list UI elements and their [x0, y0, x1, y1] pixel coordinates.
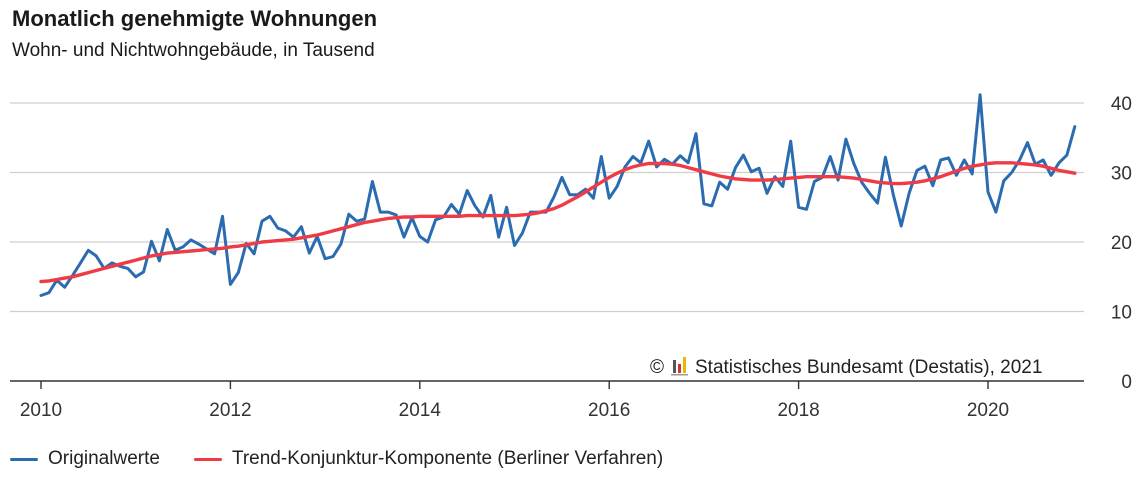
- y-tick-label: 0: [1121, 372, 1132, 393]
- source-copyright-text: ©: [650, 357, 664, 378]
- x-axis-ticks: 2010 2012 2014 2016 2018 2020: [20, 381, 1009, 421]
- y-tick-label: 40: [1111, 94, 1132, 115]
- source-note: © Statistisches Bundesamt (Destatis), 20…: [650, 357, 1042, 378]
- series-lines: [39, 93, 1077, 297]
- legend-swatch-trend: [193, 457, 222, 461]
- source-text: Statistisches Bundesamt (Destatis), 2021: [695, 357, 1042, 378]
- y-tick-label: 30: [1111, 164, 1132, 185]
- x-tick-label: 2018: [777, 400, 819, 421]
- x-tick-label: 2014: [399, 400, 442, 421]
- x-tick-label: 2010: [20, 400, 62, 421]
- destatis-logo-icon: [671, 357, 688, 376]
- legend: Originalwerte Trend-Konjunktur-Komponent…: [10, 448, 697, 470]
- chart-subtitle: Wohn- und Nichtwohngebäude, in Tausend: [12, 40, 375, 61]
- legend-swatch-original: [10, 457, 38, 461]
- y-tick-label: 10: [1111, 303, 1132, 324]
- legend-item-original: Originalwerte: [10, 448, 160, 470]
- legend-label-trend: Trend-Konjunktur-Komponente (Berliner Ve…: [231, 448, 664, 469]
- chart-title: Monatlich genehmigte Wohnungen: [12, 6, 378, 31]
- y-tick-label: 20: [1111, 233, 1132, 254]
- y-axis-ticks: 0 10 20 30 40: [1111, 94, 1132, 393]
- x-tick-label: 2020: [967, 400, 1009, 421]
- legend-item-trend: Trend-Konjunktur-Komponente (Berliner Ve…: [193, 448, 664, 470]
- series-line-trend: [39, 161, 1077, 284]
- x-tick-label: 2012: [209, 400, 251, 421]
- legend-label-original: Originalwerte: [48, 448, 160, 469]
- x-tick-label: 2016: [588, 400, 630, 421]
- series-line-original: [39, 93, 1077, 297]
- line-chart: 0 10 20 30 40 2010 2012 2014 2016 2018 2020 © Sta…: [10, 93, 1132, 421]
